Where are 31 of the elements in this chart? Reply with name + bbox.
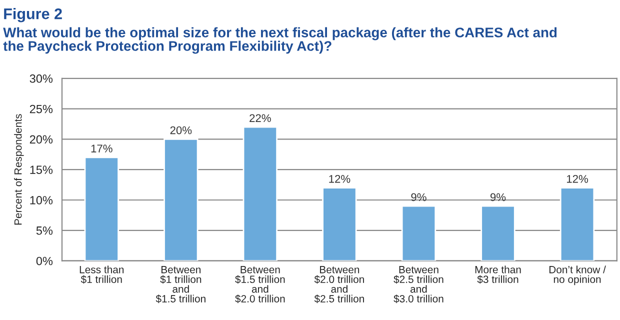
y-axis-title: Percent of Respondents xyxy=(14,114,24,225)
y-tick-label: 5% xyxy=(36,226,53,235)
data-label: 22% xyxy=(250,114,271,122)
bar xyxy=(560,187,595,261)
data-label: 12% xyxy=(566,175,588,183)
y-tick-label: 25% xyxy=(30,104,53,114)
x-tick-label: Don’t know / no opinion xyxy=(549,266,606,286)
x-tick-label: Between $2.5 trillion and $3.0 trillion xyxy=(394,266,444,304)
data-label: 12% xyxy=(329,175,350,183)
chart-subtitle: What would be the optimal size for the next fiscal package (after the CARES Act and the Paycheck Protection Program Flexibility Act)? xyxy=(3,27,557,54)
data-label: 20% xyxy=(170,126,192,134)
chart-title: Figure 2 xyxy=(4,8,62,22)
x-tick-label: More than $3 trillion xyxy=(475,266,521,284)
bar xyxy=(401,205,436,261)
x-tick-label: Between $1 trillion and $1.5 trillion xyxy=(156,266,206,304)
x-tick-label: Less than $1 trillion xyxy=(80,266,124,284)
bar xyxy=(322,187,357,261)
y-tick-label: 15% xyxy=(30,166,53,174)
bar xyxy=(164,138,198,261)
data-label: 9% xyxy=(490,193,506,202)
x-tick-label: Between $1.5 trillion and $2.0 trillion xyxy=(235,266,285,304)
y-tick-label: 10% xyxy=(30,196,53,204)
y-tick-label: 30% xyxy=(30,74,53,83)
data-label: 9% xyxy=(411,193,426,202)
y-tick-label: 0% xyxy=(36,256,53,266)
y-tick-label: 20% xyxy=(30,135,53,144)
bar xyxy=(480,205,516,261)
bar xyxy=(84,156,119,261)
bar xyxy=(242,126,278,261)
x-tick-label: Between $2.0 trillion and $2.5 trillion xyxy=(314,266,364,304)
data-label: 17% xyxy=(91,144,112,152)
